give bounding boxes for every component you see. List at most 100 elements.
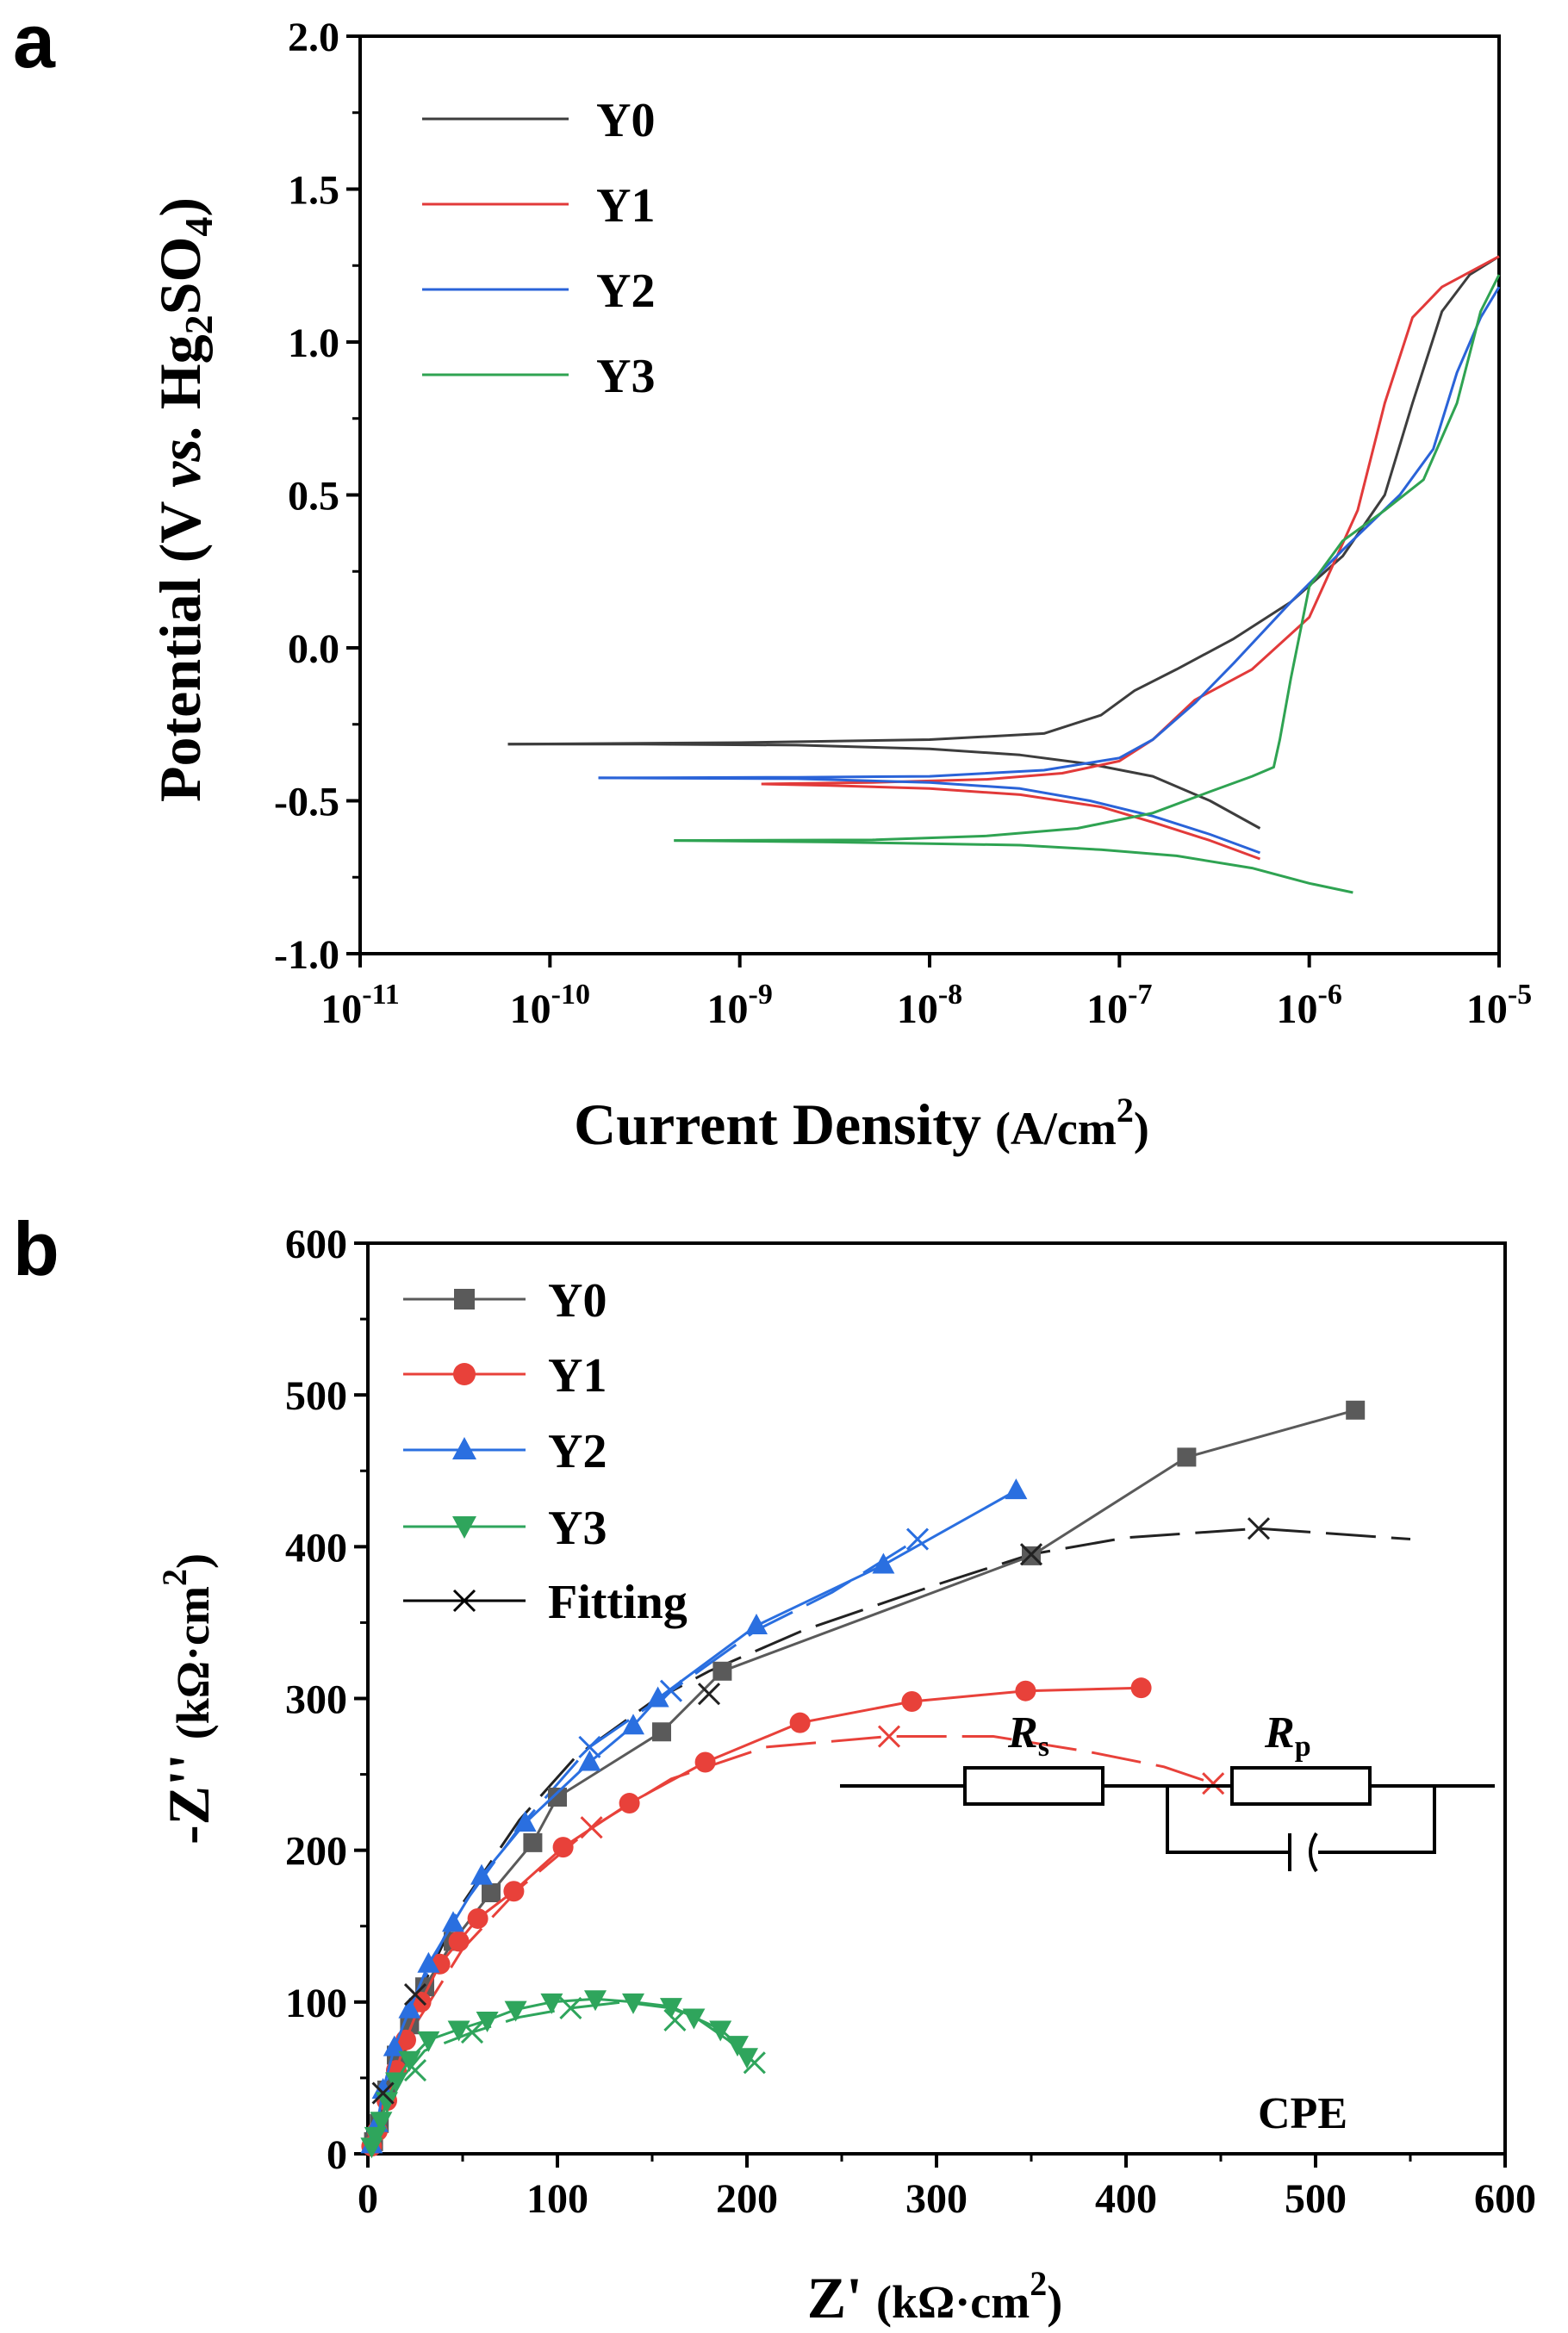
fitting-x-marker: [580, 1816, 603, 1839]
data-point-y1: [1130, 1677, 1152, 1699]
data-point-y3: [385, 2072, 408, 2093]
data-point-y2: [470, 1863, 493, 1885]
fitting-x-marker: [1019, 1543, 1043, 1566]
data-point-y2: [872, 1552, 895, 1574]
panel-b-x-tick-label: 100: [526, 2176, 588, 2222]
data-point-y1: [619, 1793, 640, 1814]
data-point-y1: [503, 1881, 525, 1902]
panel-b-y-tick-label: 300: [285, 1677, 347, 1723]
panel-b-label: b: [13, 1206, 59, 1291]
fitting-x-marker: [659, 1679, 683, 1702]
panel-a-y-tick-label: 2.0: [288, 15, 339, 60]
data-point-y3: [398, 2050, 421, 2072]
panel-a-y-tick-label: 1.0: [288, 320, 339, 366]
data-point-y1: [789, 1712, 811, 1733]
circuit-parallel-branch: [1166, 1786, 1436, 1854]
panel-a-x-axis-label: Current Density (A/cm2): [574, 1091, 1149, 1157]
curve-y1-cathodic: [761, 782, 1261, 861]
data-point-y3: [726, 2036, 749, 2057]
panel-a-y-tick-label: -1.0: [274, 932, 339, 978]
data-point-y0: [523, 1832, 543, 1852]
legend-marker-b-y1: [453, 1363, 476, 1385]
curve-y0-anodic: [507, 255, 1500, 746]
data-point-y1: [694, 1751, 716, 1773]
data-point-y1: [1015, 1680, 1036, 1702]
data-point-y1: [448, 1931, 470, 1952]
panel-a-curves: [507, 255, 1501, 894]
circuit-cpe-plate-right: [1309, 1832, 1318, 1873]
data-point-y2: [622, 1714, 644, 1735]
legend-label-y1: Y1: [596, 179, 655, 233]
panel-a-legend: Y0 Y1 Y2 Y3: [422, 94, 655, 403]
data-point-y3: [370, 2112, 393, 2133]
panel-b-x-tick-label: 400: [1095, 2176, 1157, 2222]
panel-b-y-tick-label: 500: [285, 1373, 347, 1419]
panel-b-nyquist-chart: b 0 100 200 300 400 500 600 0 100 200 300 400 500 60…: [13, 1206, 1536, 2330]
panel-a-y-axis-label: Potential (V vs. Hg2SO4): [147, 197, 221, 802]
circuit-resistor-rp: [1230, 1766, 1372, 1806]
legend-label-y3: Y3: [596, 350, 655, 403]
data-point-y3: [417, 2031, 440, 2052]
data-point-y0: [548, 1788, 567, 1807]
data-point-y3: [476, 2011, 499, 2032]
fitting-x-marker: [371, 2081, 395, 2105]
panel-a-plot-frame: [358, 34, 1501, 955]
fitting-x-marker: [578, 1735, 601, 1758]
panel-b-y-tick-label: 400: [285, 1525, 347, 1571]
data-point-y0: [712, 1661, 732, 1681]
legend-label-b-fitting: Fitting: [548, 1576, 688, 1629]
legend-marker-b-y0: [454, 1289, 475, 1310]
panel-b-x-tick-label: 600: [1474, 2176, 1536, 2222]
panel-a-x-tick-label: 10-6: [1277, 979, 1342, 1032]
panel-a-y-tick-label: -0.5: [274, 780, 339, 825]
panel-a-x-ticks: 10-11 10-10 10-9 10-8 10-7 10-6 10-5: [320, 954, 1532, 1032]
data-point-y3: [660, 1998, 682, 2019]
panel-b-y-tick-label: 600: [285, 1222, 347, 1267]
panel-a-x-tick-label: 10-10: [510, 979, 590, 1032]
fitting-x-marker: [1247, 1517, 1271, 1540]
data-point-y2: [383, 2035, 406, 2056]
data-point-y2: [646, 1686, 669, 1708]
legend-label-y0: Y0: [596, 94, 655, 147]
fitting-x-marker: [1202, 1772, 1225, 1795]
data-point-y0: [482, 1882, 501, 1902]
panel-b-x-axis-label: Z' (kΩ·cm2): [807, 2264, 1062, 2330]
legend-label-b-y3: Y3: [548, 1502, 607, 1555]
panel-a-y-tick-label: 0.0: [288, 626, 339, 672]
curve-y3-cathodic: [674, 839, 1353, 894]
panel-b-x-tick-label: 300: [905, 2176, 968, 2222]
series-line-y0: [372, 1409, 1356, 2143]
fitting-x-marker: [905, 1527, 930, 1551]
circuit-label-cpe: CPE: [1258, 2089, 1347, 2138]
data-point-y2: [1005, 1478, 1028, 1500]
circuit-resistor-rs: [963, 1766, 1104, 1806]
panel-a-polarization-chart: a -1.0 -0.5 0.0 0.5 1.0 1.5 2.0 10-11 10-10 10-9…: [13, 0, 1532, 1157]
circuit-label-rs: Rs: [1007, 1708, 1049, 1763]
panel-b-y-tick-label: 100: [285, 1981, 347, 2026]
fitting-x-marker: [403, 2059, 427, 2082]
data-point-y2: [442, 1911, 464, 1932]
panel-b-y-ticks: 0 100 200 300 400 500 600: [285, 1222, 368, 2178]
data-point-y3: [504, 2000, 527, 2022]
legend-label-y2: Y2: [596, 264, 655, 318]
legend-label-b-y2: Y2: [548, 1425, 607, 1478]
fitting-x-marker: [697, 1683, 721, 1706]
fitting-x-marker: [743, 2051, 766, 2075]
fitting-x-marker: [877, 1725, 901, 1748]
data-point-y2: [578, 1750, 601, 1771]
curve-y2-anodic: [598, 286, 1501, 780]
curve-y3-anodic: [674, 274, 1501, 843]
data-point-y1: [467, 1907, 488, 1929]
fitting-x-marker: [460, 2021, 484, 2044]
data-point-y3: [540, 1993, 563, 2014]
panel-a-label: a: [13, 0, 56, 84]
fitting-curve-3: [370, 2000, 756, 2147]
panel-b-fitting-markers: [371, 1517, 1271, 2105]
data-point-y2: [417, 1951, 440, 1973]
legend-marker-b-y3: [452, 1516, 476, 1539]
panel-a-y-tick-label: 1.5: [288, 168, 339, 214]
legend-label-b-y0: Y0: [548, 1274, 607, 1328]
data-point-y2: [513, 1810, 537, 1832]
panel-a-y-ticks: -1.0 -0.5 0.0 0.5 1.0 1.5 2.0: [274, 15, 360, 978]
data-point-y3: [736, 2048, 758, 2069]
